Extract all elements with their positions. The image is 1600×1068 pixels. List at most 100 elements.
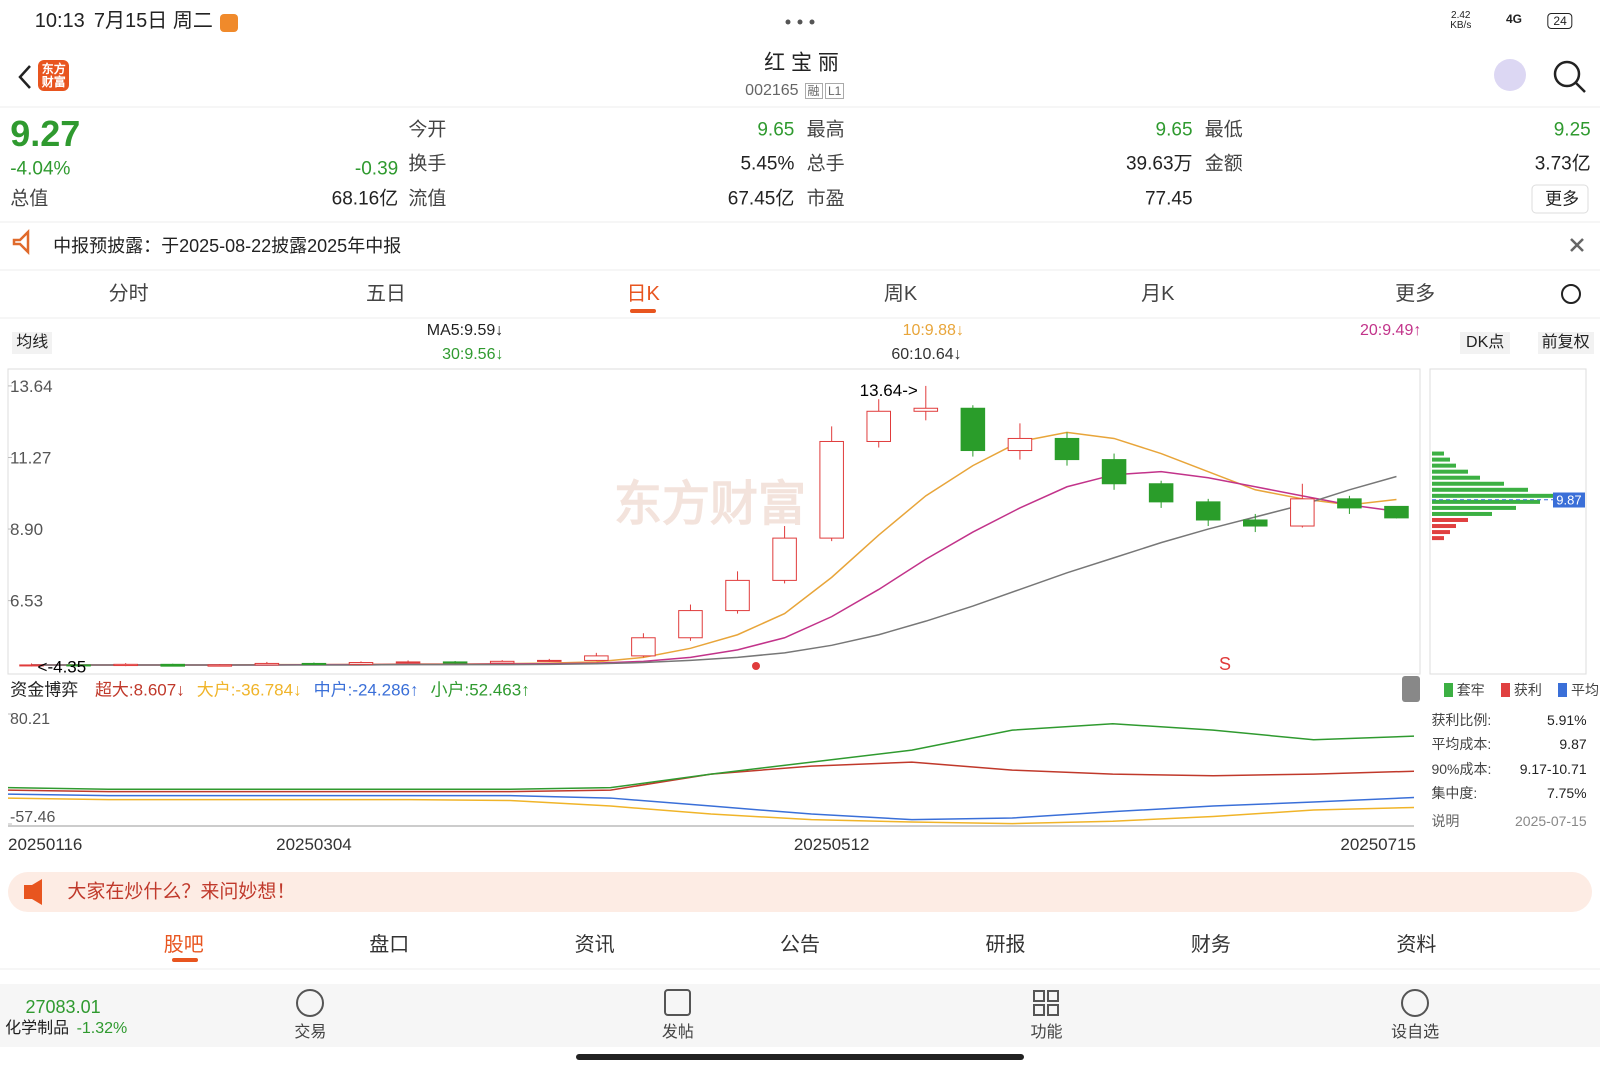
nav-item[interactable]: 交易 [294, 1024, 327, 1042]
func-icon[interactable] [1047, 990, 1059, 1002]
status-time: 10:13 [34, 10, 85, 33]
fund-legend: 超大:8.607↓ 大户:-36.784↓ 中户:-24.286↑ 小户:52.463… [95, 682, 530, 699]
field-value: 3.73亿 [1534, 153, 1591, 175]
bottom-tab[interactable]: 股吧 [163, 934, 204, 957]
chip-bar [1432, 463, 1456, 468]
close-icon[interactable] [1570, 238, 1584, 252]
candle-body [631, 637, 656, 657]
chip-legend: 平均 [1558, 683, 1599, 698]
chip-stat-value: 9.87 [1559, 736, 1587, 753]
ma-label: 10:9.88↓ [902, 321, 964, 339]
field-label: 今开 [408, 119, 447, 141]
fund-line [7, 723, 1415, 791]
y-tick-label: 13.64 [10, 377, 53, 396]
candle-body [395, 661, 421, 664]
bottom-tab[interactable]: 资料 [1396, 934, 1437, 957]
nav-item[interactable]: 设自选 [1391, 1024, 1440, 1042]
index-value[interactable]: 27083.01 [25, 996, 101, 1017]
banner[interactable]: 大家在炒什么？来问妙想！ [67, 881, 296, 903]
fund-legend-item: 超大:8.607↓ [94, 680, 185, 700]
notice[interactable]: 中报预披露：于2025-08-22披露2025年中报 [53, 236, 402, 257]
trade-icon[interactable] [296, 989, 324, 1017]
watermark: 东方财富 [614, 478, 806, 531]
min-label: <-4.35 [38, 657, 87, 676]
candle-body [113, 663, 138, 667]
watchlist-icon[interactable] [1401, 989, 1429, 1017]
fund-selector[interactable]: 资金博弈 [10, 680, 79, 700]
chip-legend: 套牢 [1443, 683, 1485, 698]
chip-frame [1429, 368, 1587, 675]
candle-body [442, 661, 468, 664]
period-tab[interactable]: 分时 [108, 283, 149, 306]
status-date: 7月15日 周二 [93, 10, 213, 33]
candle-body [584, 655, 609, 661]
field-label: 总值 [10, 188, 49, 210]
period-tab[interactable]: 更多 [1395, 283, 1436, 306]
expand-button[interactable] [1402, 676, 1420, 702]
net-speed: 2.42 KB/s [1450, 10, 1472, 32]
bottom-tab[interactable]: 盘口 [369, 934, 410, 957]
settings-icon[interactable] [1561, 284, 1581, 304]
bottom-tab[interactable]: 研报 [985, 934, 1026, 957]
fund-line [7, 761, 1415, 793]
period-tab[interactable]: 周K [883, 283, 918, 306]
period-tab[interactable]: 月K [1141, 283, 1175, 306]
y-tick-label: 6.53 [10, 592, 43, 611]
logo-box [38, 60, 69, 91]
adjust-button[interactable]: 前复权 [1537, 332, 1594, 355]
y-tick-label: -57.46 [10, 809, 55, 826]
y-tick-label: 11.27 [10, 448, 51, 467]
stock-code: 002165 [745, 81, 799, 99]
field-label: 流值 [408, 188, 447, 210]
chip-stat-label: 90%成本: [1431, 760, 1492, 777]
bottom-tab[interactable]: 资讯 [574, 934, 615, 957]
func-icon[interactable] [1033, 990, 1045, 1002]
back-icon[interactable] [18, 65, 31, 89]
chip-note[interactable]: 说明 [1431, 812, 1460, 829]
func-icon[interactable] [1033, 1004, 1045, 1016]
more-button[interactable]: 更多 [1545, 189, 1580, 209]
field-value: 68.16亿 [331, 188, 399, 210]
kline-frame [7, 368, 1421, 675]
field-value: 5.45% [740, 153, 795, 175]
ma-label: 20:9.49↑ [1359, 321, 1422, 339]
chip-bar [1432, 487, 1528, 492]
nav-item[interactable]: 功能 [1030, 1024, 1063, 1042]
candle-body [725, 579, 750, 612]
dk-button[interactable]: DK点 [1460, 332, 1511, 355]
field-label: 总手 [806, 153, 845, 175]
candle-body [1054, 437, 1080, 461]
ma-label: 30:9.56↓ [442, 346, 504, 364]
fund-legend-item: 中户:-24.286↑ [313, 680, 419, 700]
x-tick-label: 20250715 [1340, 835, 1416, 854]
dot [809, 19, 815, 25]
candle-body [772, 537, 797, 581]
period-tab[interactable]: 日K [626, 283, 660, 306]
change-pct: -4.04% [10, 158, 71, 180]
candle-body [537, 659, 562, 662]
logo-text: 东方财富 [41, 61, 66, 89]
candle-body [678, 610, 703, 639]
bottom-tab[interactable]: 公告 [780, 934, 821, 957]
field-label: 最低 [1204, 119, 1243, 141]
assistant-icon[interactable] [1494, 59, 1526, 91]
x-tick-label: 20250512 [794, 835, 870, 854]
post-icon[interactable] [664, 989, 691, 1016]
candle-body [1101, 459, 1127, 485]
func-icon[interactable] [1047, 1004, 1059, 1016]
signal-dot [752, 662, 760, 670]
more-button[interactable] [1531, 184, 1589, 214]
fund-legend-item: 小户:52.463↑ [430, 680, 530, 700]
period-tab[interactable]: 五日 [365, 283, 406, 306]
ma-selector[interactable]: 均线 [12, 332, 53, 355]
chip-bar [1432, 475, 1480, 480]
nav-item[interactable]: 发帖 [661, 1024, 694, 1042]
chip-date: 2025-07-15 [1515, 812, 1587, 829]
search-icon[interactable] [1553, 60, 1581, 88]
bottom-tab[interactable]: 财务 [1190, 934, 1231, 957]
index-name: 化学制品 [5, 1020, 70, 1038]
chip-bar [1432, 457, 1450, 462]
chip-bar [1432, 499, 1540, 504]
ma-label: MA5:9.59↓ [426, 321, 504, 339]
